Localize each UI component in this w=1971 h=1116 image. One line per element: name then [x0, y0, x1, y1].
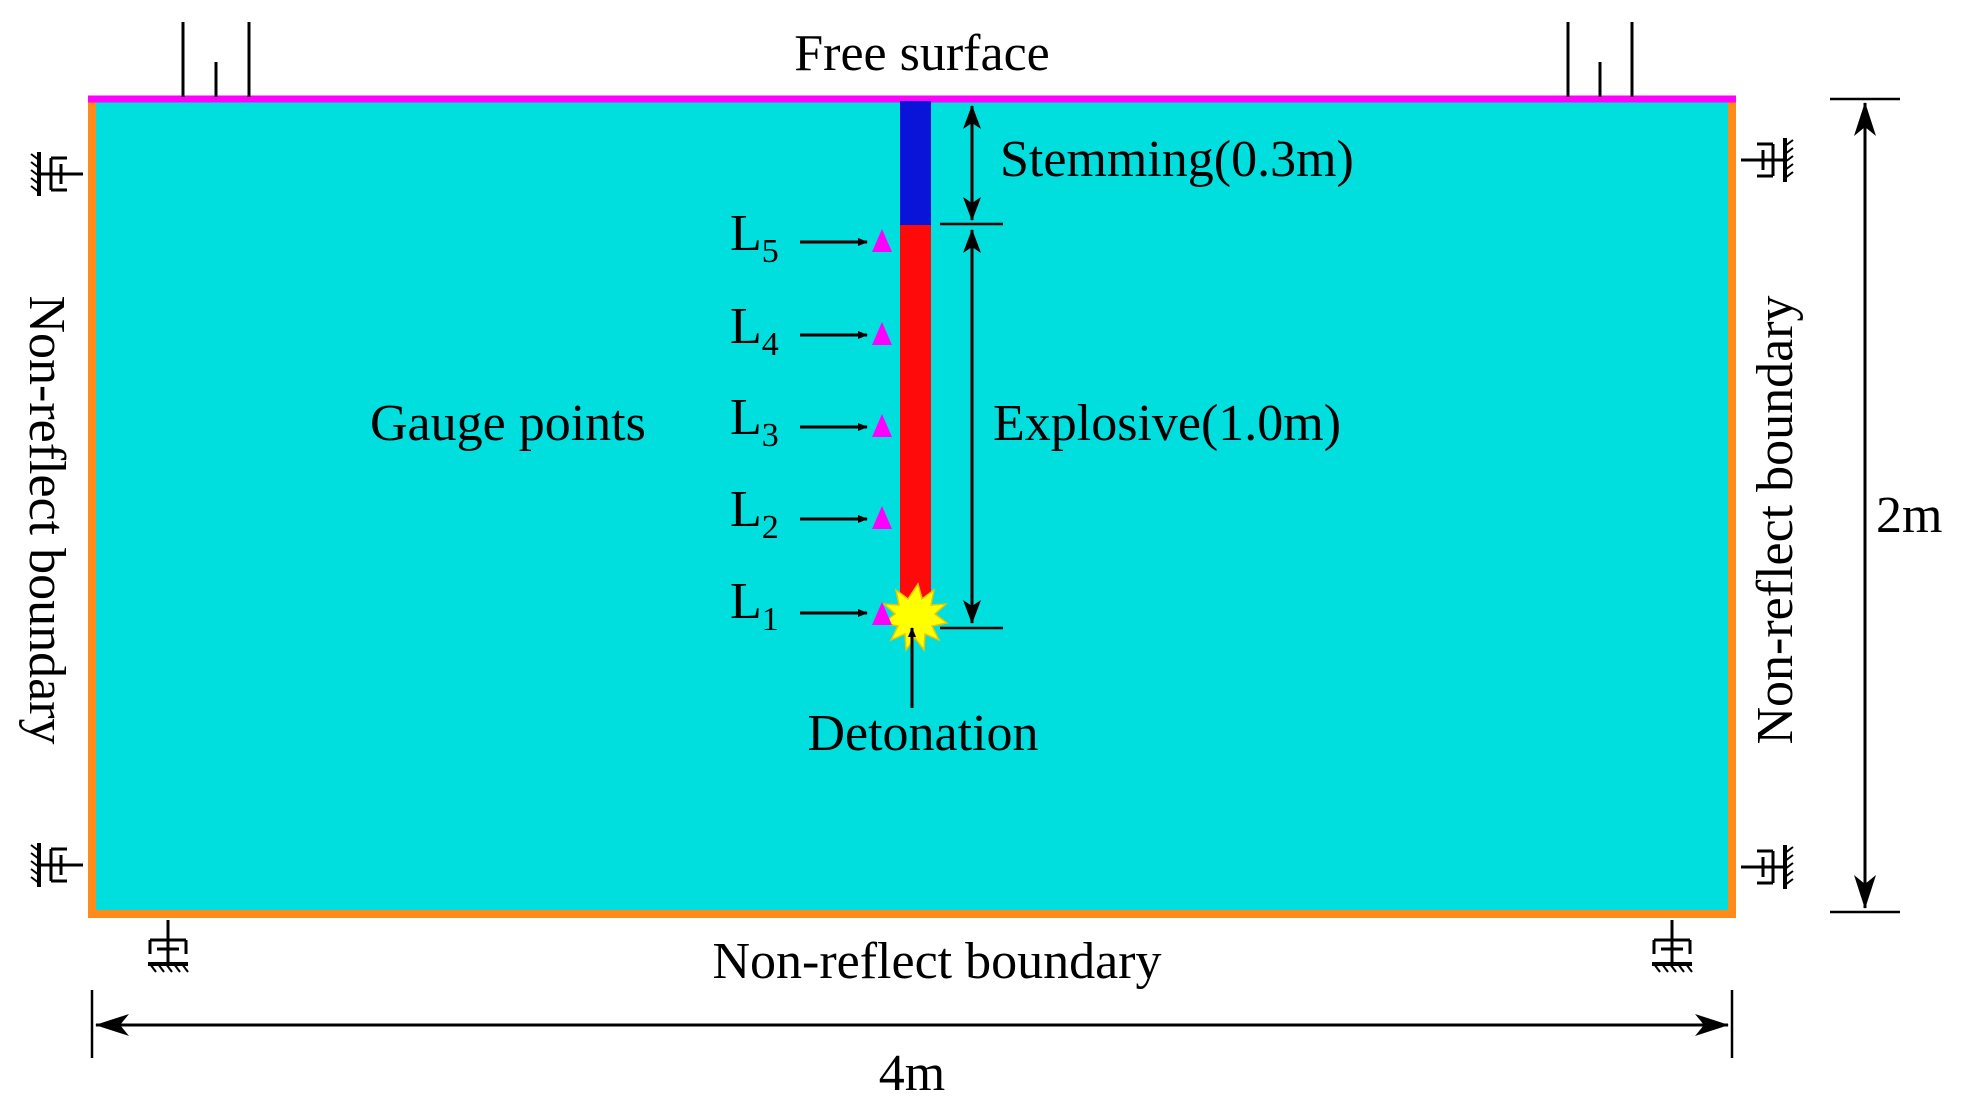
damper-bottom-right-icon	[1650, 918, 1694, 974]
gauge-letter: L	[730, 205, 762, 262]
bottom-boundary-label: Non-reflect boundary	[712, 933, 1161, 990]
gauge-letter: L	[730, 389, 762, 446]
svg-text:L3: L3	[730, 389, 779, 454]
detonation-label: Detonation	[807, 705, 1038, 762]
non-reflect-boundary-edge	[88, 99, 1736, 918]
gauge-marker-icon	[872, 602, 892, 625]
svg-text:L5: L5	[730, 205, 779, 270]
gauge-subscript: 1	[762, 601, 779, 638]
gauge-marker-icon	[872, 229, 892, 252]
free-surface-label: Free surface	[794, 25, 1050, 82]
gauge-point-l2: L2	[730, 481, 892, 546]
gauge-points-label: Gauge points	[370, 395, 646, 452]
damper-left-top-icon	[29, 150, 85, 198]
explosive-label: Explosive(1.0m)	[993, 395, 1341, 452]
svg-text:L2: L2	[730, 481, 779, 546]
gauge-subscript: 5	[762, 233, 779, 270]
gauge-point-l1: L1	[730, 573, 892, 638]
damper-left-bottom-icon	[29, 841, 85, 889]
free-surface-symbol-right	[1566, 22, 1634, 97]
damper-bottom-left-icon	[146, 918, 190, 974]
stemming-column	[900, 101, 931, 225]
width-label: 4m	[879, 1045, 945, 1102]
gauge-letter: L	[730, 481, 762, 538]
gauge-marker-icon	[872, 322, 892, 345]
detonation-star-icon	[881, 582, 949, 653]
gauge-subscript: 4	[762, 326, 779, 363]
damper-right-top-icon	[1739, 136, 1795, 184]
gauge-point-l5: L5	[730, 205, 892, 270]
gauge-marker-icon	[872, 414, 892, 437]
gauge-subscript: 3	[762, 417, 779, 454]
gauge-point-l4: L4	[730, 298, 892, 363]
gauge-subscript: 2	[762, 509, 779, 546]
left-boundary-label: Non-reflect boundary	[18, 295, 75, 744]
damper-right-bottom-icon	[1739, 843, 1795, 891]
gauge-marker-icon	[872, 506, 892, 529]
height-label: 2m	[1876, 487, 1942, 544]
svg-text:L1: L1	[730, 573, 779, 638]
gauge-point-l3: L3	[730, 389, 892, 454]
stemming-label: Stemming(0.3m)	[1000, 131, 1354, 188]
right-boundary-label: Non-reflect boundary	[1747, 295, 1804, 744]
free-surface-symbol-left	[181, 22, 251, 97]
gauge-letter: L	[730, 298, 762, 355]
gauge-points: L5 L4 L3 L2 L1	[730, 205, 892, 638]
svg-text:L4: L4	[730, 298, 779, 363]
gauge-letter: L	[730, 573, 762, 630]
explosive-column	[900, 225, 931, 627]
